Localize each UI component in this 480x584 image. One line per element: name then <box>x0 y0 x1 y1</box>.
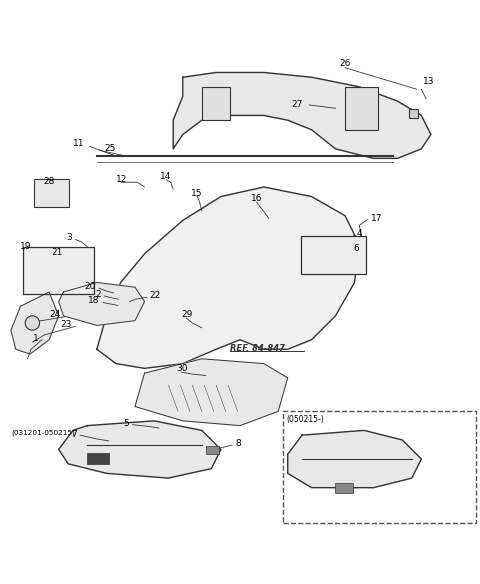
Text: 5: 5 <box>123 419 129 427</box>
Text: 11: 11 <box>73 138 85 148</box>
Text: 6: 6 <box>354 244 360 253</box>
Text: 20: 20 <box>84 281 96 291</box>
Text: 15: 15 <box>192 189 203 198</box>
Text: 2: 2 <box>95 290 101 299</box>
Text: 30: 30 <box>176 364 188 373</box>
Text: 9: 9 <box>87 454 93 463</box>
Text: 21: 21 <box>51 248 62 258</box>
Text: 17: 17 <box>371 214 383 223</box>
FancyBboxPatch shape <box>335 484 353 493</box>
FancyBboxPatch shape <box>87 453 109 464</box>
Text: 1: 1 <box>33 334 38 343</box>
Polygon shape <box>97 187 360 369</box>
Polygon shape <box>59 421 221 478</box>
Text: 16: 16 <box>251 194 263 203</box>
Text: 7: 7 <box>71 430 77 439</box>
FancyBboxPatch shape <box>202 87 230 120</box>
Text: 5: 5 <box>338 452 344 461</box>
Polygon shape <box>11 292 59 354</box>
FancyBboxPatch shape <box>206 446 219 454</box>
Text: 23: 23 <box>60 320 72 329</box>
Text: 4: 4 <box>357 230 362 238</box>
FancyBboxPatch shape <box>34 179 69 207</box>
Text: 3: 3 <box>66 232 72 242</box>
Text: 25: 25 <box>104 144 115 154</box>
Polygon shape <box>135 359 288 426</box>
Polygon shape <box>59 283 144 325</box>
Text: 28: 28 <box>44 177 55 186</box>
Text: 24: 24 <box>50 311 61 319</box>
Text: REF. 84-847: REF. 84-847 <box>230 344 286 353</box>
Text: 18: 18 <box>88 296 99 305</box>
Polygon shape <box>288 430 421 488</box>
Polygon shape <box>173 72 431 158</box>
Text: 12: 12 <box>116 175 127 185</box>
Text: 14: 14 <box>160 172 172 181</box>
Text: (050215-): (050215-) <box>287 415 324 425</box>
Text: (031201-050215): (031201-050215) <box>11 429 75 436</box>
Bar <box>409 109 418 118</box>
Text: 13: 13 <box>423 77 434 86</box>
Text: 22: 22 <box>149 291 161 300</box>
FancyBboxPatch shape <box>23 246 95 294</box>
Text: 27: 27 <box>291 100 303 109</box>
Text: 26: 26 <box>339 60 351 68</box>
Text: 8: 8 <box>235 439 241 449</box>
Circle shape <box>25 316 39 330</box>
Text: 7: 7 <box>324 470 330 479</box>
FancyBboxPatch shape <box>345 87 378 130</box>
Text: 19: 19 <box>20 242 31 251</box>
Text: 29: 29 <box>181 311 192 319</box>
FancyBboxPatch shape <box>300 236 365 274</box>
Text: 31: 31 <box>379 449 391 458</box>
